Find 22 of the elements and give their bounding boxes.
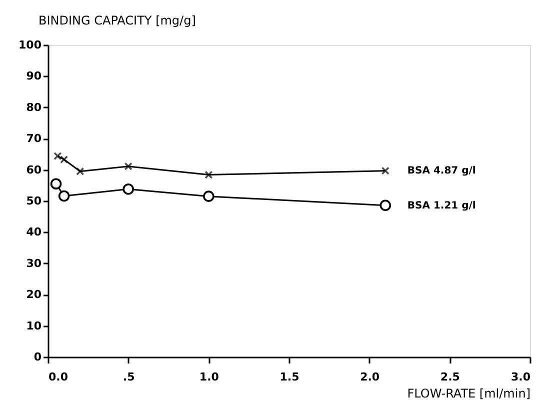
y-axis-title: BINDING CAPACITY [mg/g]	[38, 14, 196, 28]
y-tick-label: 80	[26, 100, 42, 114]
y-tick-label: 100	[18, 38, 42, 52]
y-tick-label: 90	[26, 70, 42, 83]
y-tick-label: 50	[26, 194, 42, 208]
series-label: BSA 1.21 g/l	[407, 200, 476, 212]
x-tick-label: .5	[122, 370, 135, 384]
y-tick-label: 30	[26, 256, 42, 270]
x-axis-title: FLOW-RATE [ml/min]	[407, 386, 530, 400]
y-tick-label: 70	[26, 132, 42, 146]
x-tick-label: 3.0	[511, 370, 531, 384]
x-tick-label: 2.5	[440, 370, 460, 384]
y-tick-label: 0	[34, 350, 42, 364]
y-tick-label: 20	[26, 288, 42, 302]
x-tick-label: 0.0	[48, 370, 68, 384]
y-tick-label: 60	[26, 163, 42, 176]
y-tick-label: 10	[26, 319, 42, 332]
series-label: BSA 4.87 g/l	[407, 166, 476, 177]
x-tick-label: 1.5	[280, 370, 300, 384]
x-tick-label: 2.0	[360, 370, 380, 384]
x-tick-label: 1.0	[199, 370, 220, 384]
y-tick-label: 40	[26, 226, 42, 239]
